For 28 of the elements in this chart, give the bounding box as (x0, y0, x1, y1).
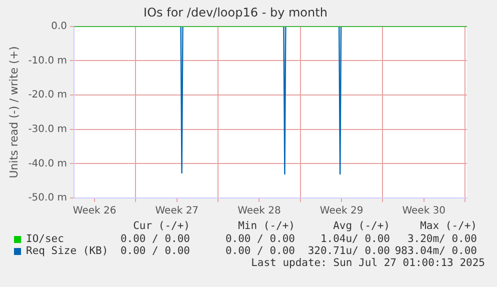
legend-label: Req Size (KB) (26, 245, 108, 257)
text: 0.00 / 0.00 (225, 245, 295, 257)
y-tick-label: -20.0 m (28, 90, 67, 101)
x-tick-label: Week 29 (320, 206, 364, 217)
text: 3.20m/ 0.00 (407, 233, 477, 245)
text: Min (-/+) (238, 220, 295, 232)
x-tick-label: Week 30 (402, 206, 446, 217)
y-axis-title: Units read (-) / write (+) (7, 46, 20, 178)
text: 0.00 / 0.00 (225, 233, 295, 245)
y-tick-label: -50.0 m (28, 192, 67, 204)
y-tick-label: -30.0 m (28, 124, 67, 135)
y-tick-label: -40.0 m (28, 158, 67, 170)
text: 0.00 / 0.00 (120, 233, 190, 245)
legend-label: IO/sec (26, 233, 64, 245)
text: 983.04m/ 0.00 (394, 245, 477, 257)
chart-title: IOs for /dev/loop16 - by month (144, 5, 328, 20)
x-tick-label: Week 28 (238, 206, 281, 217)
y-tick-label: 0.0 (51, 20, 67, 32)
text: Avg (-/+) (333, 220, 390, 232)
text: 1.04u/ 0.00 (320, 233, 390, 245)
x-tick-label: Week 26 (72, 206, 116, 217)
text: Cur (-/+) (133, 220, 190, 232)
text: 0.00 / 0.00 (120, 245, 190, 257)
text: 320.71u/ 0.00 (308, 245, 390, 257)
text: Last update: Sun Jul 27 01:00:13 2025 (251, 257, 485, 270)
y-tick-label: -10.0 m (28, 55, 67, 66)
x-tick-label: Week 27 (155, 206, 199, 217)
text: Max (-/+) (420, 220, 477, 232)
